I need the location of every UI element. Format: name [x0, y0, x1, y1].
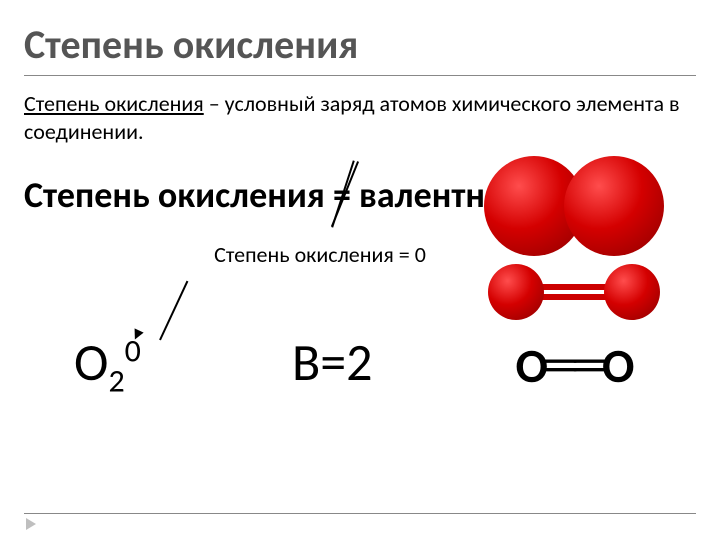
- ballstick-atom-left: [488, 264, 544, 320]
- lewis-right-o: O: [602, 336, 632, 395]
- footer-rule: [24, 513, 696, 514]
- ballstick-atom-right: [604, 264, 660, 320]
- spacefill-model: [474, 166, 674, 244]
- ballstick-model: [474, 262, 674, 322]
- spacefill-atom-right: [564, 156, 664, 256]
- molecule-stack: O══O: [474, 166, 684, 392]
- definition-term: Степень окисления: [24, 90, 204, 117]
- valence-text: В=2: [292, 330, 373, 394]
- page-title: Степень окисления: [24, 20, 696, 76]
- bottom-row: O20 В=2 O══O: [24, 280, 696, 440]
- relation-eq-struck: =: [333, 173, 351, 217]
- formula-subscript: 2: [108, 361, 124, 400]
- formula-element: O: [74, 330, 108, 394]
- formula-superscript: 0: [125, 332, 141, 371]
- definition-text: Степень окисления – условный заряд атомо…: [24, 90, 696, 145]
- arrow-to-formula: [159, 281, 188, 341]
- relation-left: Степень окисления: [24, 173, 333, 217]
- lewis-double-bond: ══: [542, 334, 606, 393]
- lewis-structure: O══O: [474, 336, 674, 392]
- corner-triangle-icon: [26, 518, 36, 530]
- formula-o2: O20: [74, 330, 141, 400]
